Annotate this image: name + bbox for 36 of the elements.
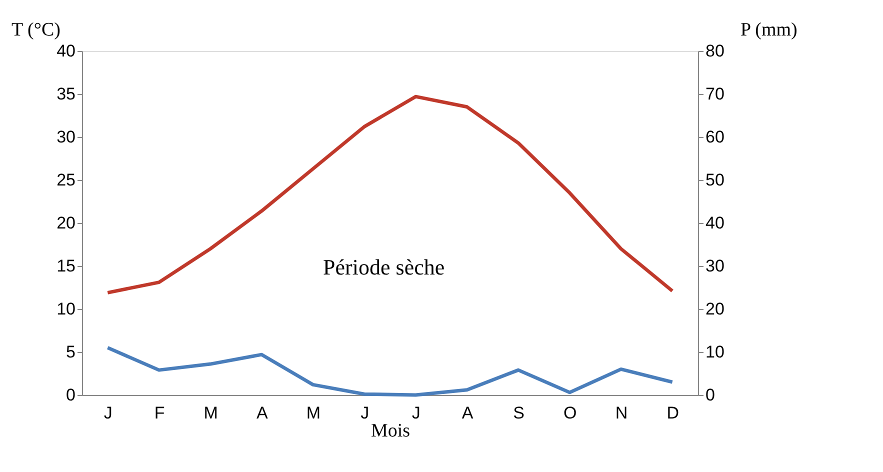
line-series [106, 346, 674, 397]
y2-tick-label: 0 [706, 386, 715, 404]
y2-tick-label: 40 [706, 214, 724, 232]
x-tick-label: A [256, 404, 268, 422]
x-tick-label: J [412, 404, 420, 422]
y2-tick-label: 20 [706, 300, 724, 318]
y-tick-label: 35 [56, 84, 76, 104]
x-tick-label: J [104, 404, 112, 422]
y-tick-label: 30 [56, 128, 76, 146]
x-tick-label: M [204, 404, 218, 422]
y2-tick-label: 30 [706, 256, 724, 276]
y2-tick-label: 10 [706, 342, 724, 362]
x-tick-label: D [666, 404, 679, 422]
y2-tick-label: 80 [706, 42, 724, 60]
y-tick-label: 5 [66, 342, 76, 362]
y-tick-label: 10 [56, 300, 76, 318]
x-tick-label: M [306, 404, 321, 422]
x-tick-label: S [513, 404, 525, 422]
y-axis-title: T (°C) [12, 20, 60, 40]
x-tick-label: A [462, 404, 474, 422]
y-tick-label: 40 [56, 42, 76, 60]
x-tick-label: O [564, 404, 577, 422]
y2-tick-label: 70 [706, 84, 724, 104]
y2-axis-title: P (mm) [740, 20, 798, 40]
line-series [106, 94, 674, 294]
y2-tick-label: 60 [706, 128, 724, 146]
x-tick-label: J [360, 404, 370, 422]
x-tick-label: N [615, 404, 628, 422]
y-tick-label: 20 [56, 214, 76, 232]
x-axis-title: Mois [370, 420, 410, 442]
y-tick-label: 25 [56, 170, 76, 190]
y-tick-label: 15 [56, 256, 76, 276]
y-tick-label: 0 [66, 386, 76, 404]
x-tick-label: F [154, 404, 165, 422]
annotation: Période sèche [323, 254, 445, 280]
y2-tick-label: 50 [706, 170, 724, 190]
